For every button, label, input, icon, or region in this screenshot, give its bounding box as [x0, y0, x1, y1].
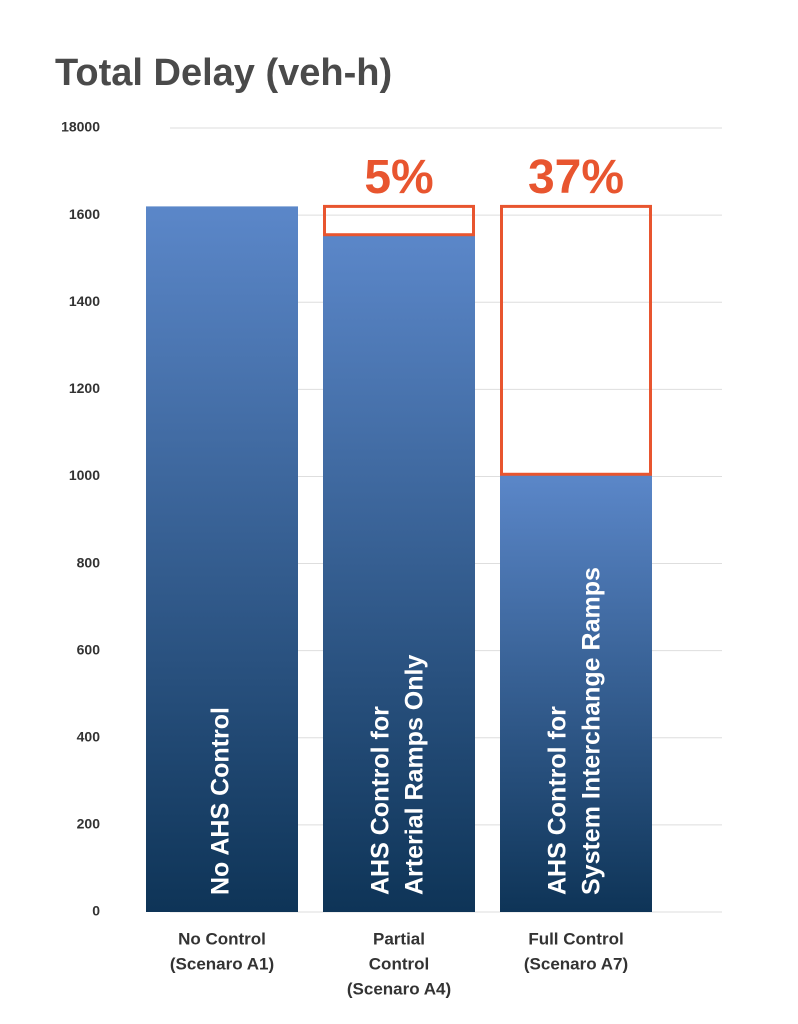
x-tick-label: Control	[369, 954, 429, 973]
x-tick-label: (Scenaro A4)	[347, 979, 451, 998]
y-tick-label: 1200	[69, 380, 100, 396]
y-tick-label: 200	[77, 816, 101, 832]
reduction-label: 37%	[528, 151, 624, 204]
y-tick-label: 1400	[69, 293, 100, 309]
x-tick-label: (Scenaro A1)	[170, 954, 274, 973]
x-tick-label: Full Control	[528, 929, 623, 948]
bar-label: AHS Control for	[367, 706, 395, 895]
y-tick-label: 1000	[69, 467, 100, 483]
y-tick-label: 800	[77, 554, 101, 570]
x-tick-label: (Scenaro A7)	[524, 954, 628, 973]
reduction-outline	[323, 204, 475, 237]
x-tick-label: No Control	[178, 929, 266, 948]
y-tick-label: 18000	[61, 119, 100, 135]
bar-label: System Interchange Ramps	[578, 567, 606, 895]
bar-label: No AHS Control	[207, 707, 235, 895]
y-tick-label: 1600	[69, 206, 100, 222]
y-tick-label: 600	[77, 641, 101, 657]
bar-label: Arterial Ramps Only	[401, 655, 429, 895]
y-tick-label: 0	[92, 903, 100, 919]
reduction-label: 5%	[364, 151, 433, 204]
chart-title: Total Delay (veh-h)	[55, 52, 392, 94]
bar-label: AHS Control for	[544, 706, 572, 895]
x-tick-label: Partial	[373, 929, 425, 948]
reduction-outline	[500, 204, 652, 476]
bar	[146, 206, 298, 912]
bar	[323, 234, 475, 912]
bar	[500, 474, 652, 912]
y-tick-label: 400	[77, 728, 101, 744]
